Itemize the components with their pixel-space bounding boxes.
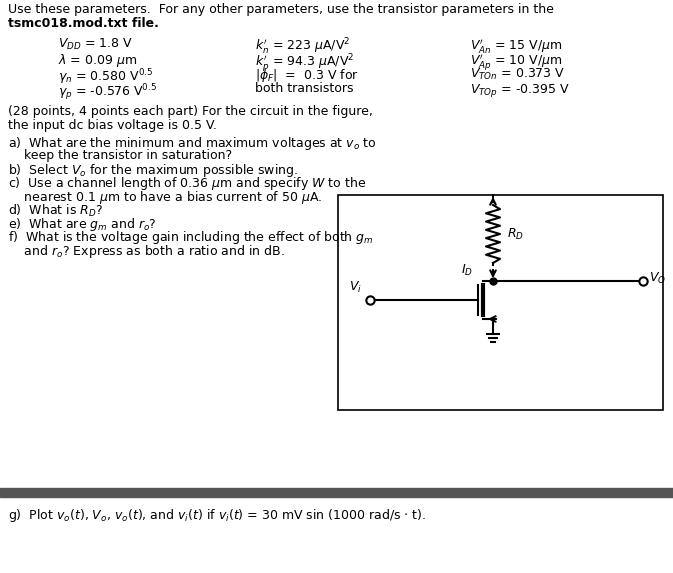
Text: b)  Select $V_o$ for the maximum possible swing.: b) Select $V_o$ for the maximum possible… [8, 162, 298, 179]
Text: the input dc bias voltage is 0.5 V.: the input dc bias voltage is 0.5 V. [8, 119, 217, 132]
Text: $V_{TOp}$ = -0.395 V: $V_{TOp}$ = -0.395 V [470, 82, 570, 99]
Text: $k_p'$ = 94.3 $\mu$A/V$^2$: $k_p'$ = 94.3 $\mu$A/V$^2$ [255, 52, 355, 74]
Text: a)  What are the minimum and maximum voltages at $v_o$ to: a) What are the minimum and maximum volt… [8, 135, 377, 152]
Text: tsmc018.mod.txt file.: tsmc018.mod.txt file. [8, 17, 159, 30]
Text: both transistors: both transistors [255, 82, 353, 95]
Text: nearest 0.1 $\mu$m to have a bias current of 50 $\mu$A.: nearest 0.1 $\mu$m to have a bias curren… [8, 189, 322, 206]
Text: e)  What are $g_m$ and $r_o$?: e) What are $g_m$ and $r_o$? [8, 216, 157, 233]
Text: $\gamma_n$ = 0.580 V$^{0.5}$: $\gamma_n$ = 0.580 V$^{0.5}$ [58, 67, 153, 87]
Text: Use these parameters.  For any other parameters, use the transistor parameters i: Use these parameters. For any other para… [8, 3, 554, 16]
Text: d)  What is $R_D$?: d) What is $R_D$? [8, 202, 103, 219]
Text: c)  Use a channel length of 0.36 $\mu$m and specify $W$ to the: c) Use a channel length of 0.36 $\mu$m a… [8, 175, 366, 193]
Text: $V_O$: $V_O$ [649, 270, 666, 285]
Text: and $r_o$? Express as both a ratio and in dB.: and $r_o$? Express as both a ratio and i… [8, 243, 285, 260]
Text: $V_{TOn}$ = 0.373 V: $V_{TOn}$ = 0.373 V [470, 67, 565, 82]
Text: $R_D$: $R_D$ [507, 226, 524, 242]
Text: $V_{An}'$ = 15 V/$\mu$m: $V_{An}'$ = 15 V/$\mu$m [470, 37, 563, 55]
Text: $|\phi_F|$  =  0.3 V for: $|\phi_F|$ = 0.3 V for [255, 67, 359, 84]
Text: $\lambda$ = 0.09 $\mu$m: $\lambda$ = 0.09 $\mu$m [58, 52, 137, 69]
Bar [338, 195, 663, 410]
Text: (28 points, 4 points each part) For the circuit in the figure,: (28 points, 4 points each part) For the … [8, 105, 373, 118]
Text: $\gamma_p$ = -0.576 V$^{0.5}$: $\gamma_p$ = -0.576 V$^{0.5}$ [58, 82, 157, 103]
Text: $I_D$: $I_D$ [461, 262, 473, 277]
Text: $V_{Ap}'$ = 10 V/$\mu$m: $V_{Ap}'$ = 10 V/$\mu$m [470, 52, 563, 72]
Text: $k_n'$ = 223 $\mu$A/V$^2$: $k_n'$ = 223 $\mu$A/V$^2$ [255, 37, 351, 57]
Text: f)  What is the voltage gain including the effect of both $g_m$: f) What is the voltage gain including th… [8, 230, 374, 246]
Text: keep the transistor in saturation?: keep the transistor in saturation? [8, 148, 232, 162]
Text: g)  Plot $v_o(t)$, $V_o$, $v_o(t)$, and $v_i(t)$ if $v_i(t)$ = 30 mV sin (1000 r: g) Plot $v_o(t)$, $V_o$, $v_o(t)$, and $… [8, 507, 426, 524]
Text: $V_i$: $V_i$ [349, 280, 362, 295]
Text: $V_{DD}$ = 1.8 V: $V_{DD}$ = 1.8 V [58, 37, 133, 52]
Bar [0, 488, 673, 497]
